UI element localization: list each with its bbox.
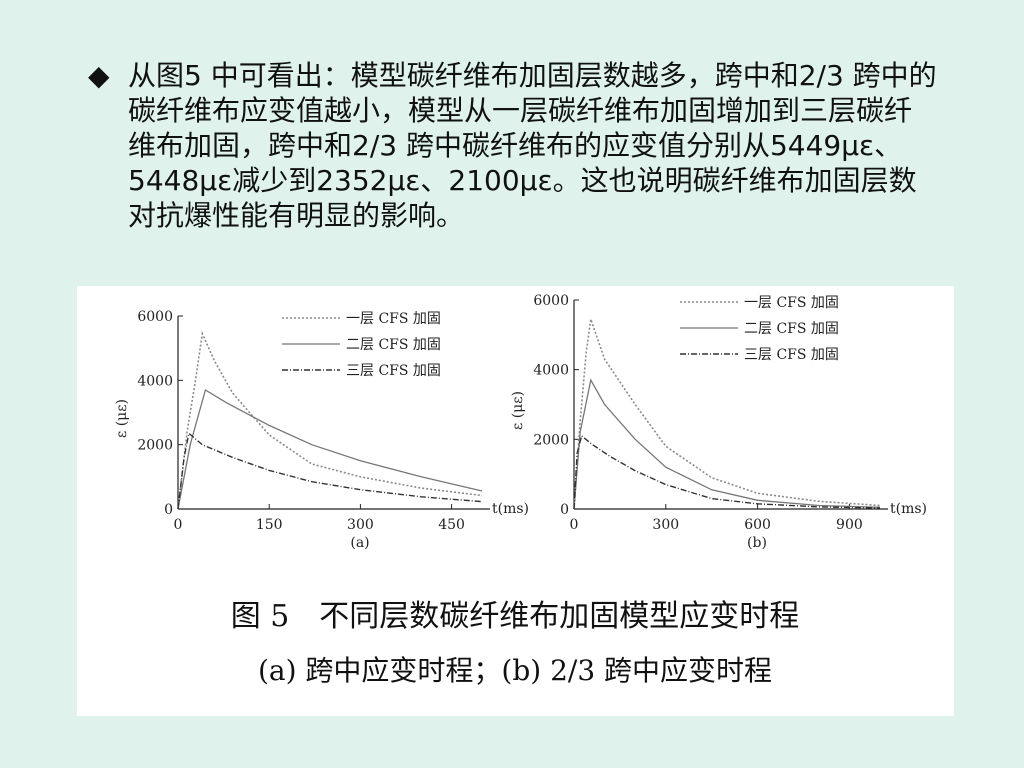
series-line-1 — [177, 330, 483, 510]
legend-label: 一层 CFS 加固 — [346, 311, 441, 327]
series-line-2 — [573, 378, 881, 510]
x-tick-label: 0 — [174, 517, 183, 533]
series-line-3 — [573, 434, 881, 510]
x-tick-label: 450 — [438, 517, 465, 533]
y-tick-label: 2000 — [137, 438, 173, 454]
y-tick-label: 0 — [560, 502, 569, 518]
figure-subcaption: (a) 跨中应变时程；(b) 2/3 跨中应变时程 — [258, 654, 772, 687]
bullet-icon: ◆ — [88, 59, 110, 92]
legend-label: 二层 CFS 加固 — [744, 321, 839, 337]
x-tick-label: 600 — [744, 517, 771, 533]
y-tick-label: 6000 — [137, 309, 173, 325]
legend-label: 一层 CFS 加固 — [744, 295, 839, 311]
y-tick-label: 0 — [164, 502, 173, 518]
panel-label: (b) — [747, 535, 767, 551]
x-tick-label: 900 — [836, 517, 863, 533]
legend-label: 三层 CFS 加固 — [346, 363, 441, 379]
x-axis-label: t(ms) — [492, 501, 529, 517]
series-line-3 — [177, 431, 483, 510]
y-tick-label: 4000 — [533, 363, 569, 379]
body-paragraph: 从图5 中可看出：模型碳纤维布加固层数越多，跨中和2/3 跨中的碳纤维布应变值越… — [128, 59, 937, 232]
y-tick-label: 6000 — [533, 293, 569, 309]
figure-image: 0 2000 4000 6000 0 150 300 450 ε (με) t(ms) (a) 一层 … — [77, 286, 954, 716]
panel-label: (a) — [350, 535, 369, 551]
y-tick-label: 2000 — [533, 432, 569, 448]
chart-panel-a: 0 2000 4000 6000 0 150 300 450 ε (με) t(ms) (a) 一层 … — [114, 309, 529, 551]
y-tick-label: 4000 — [137, 373, 173, 389]
y-axis-label: ε (με) — [510, 391, 526, 430]
x-tick-label: 0 — [570, 517, 579, 533]
y-axis-label: ε (με) — [114, 399, 130, 438]
series-line-2 — [177, 389, 483, 510]
x-tick-label: 150 — [256, 517, 283, 533]
x-tick-label: 300 — [347, 517, 374, 533]
x-axis-label: t(ms) — [890, 501, 927, 517]
series-line-1 — [573, 318, 881, 510]
chart-panel-b: 0 2000 4000 6000 0 300 600 900 ε (με) t(ms) (b) 一层 … — [510, 293, 927, 551]
slide-text: ◆ 从图5 中可看出：模型碳纤维布加固层数越多，跨中和2/3 跨中的碳纤维布应变… — [88, 58, 938, 233]
legend-label: 二层 CFS 加固 — [346, 337, 441, 353]
x-tick-label: 300 — [652, 517, 679, 533]
figure-caption: 图 5 不同层数碳纤维布加固模型应变时程 — [231, 599, 800, 634]
legend-label: 三层 CFS 加固 — [744, 347, 839, 363]
